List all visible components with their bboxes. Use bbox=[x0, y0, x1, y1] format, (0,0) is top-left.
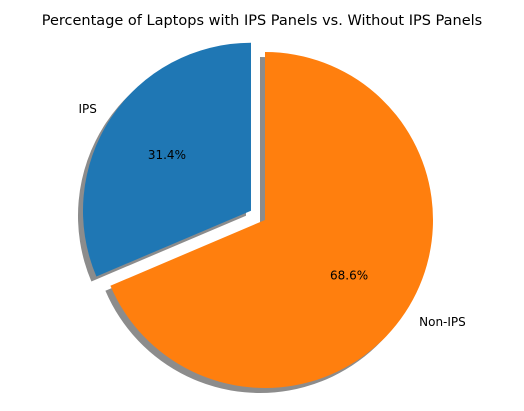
slice-label-non-ips: Non-IPS bbox=[419, 315, 466, 329]
pct-label-non-ips: 68.6% bbox=[330, 269, 368, 283]
pct-label-ips: 31.4% bbox=[148, 148, 186, 162]
slice-labels: IPS 31.4% Non-IPS 68.6% bbox=[78, 102, 465, 329]
slice-ips bbox=[82, 42, 251, 277]
slices bbox=[82, 42, 434, 388]
slice-label-ips: IPS bbox=[78, 102, 96, 116]
slice-non-ips bbox=[110, 52, 434, 388]
chart-title: Percentage of Laptops with IPS Panels vs… bbox=[42, 13, 482, 29]
